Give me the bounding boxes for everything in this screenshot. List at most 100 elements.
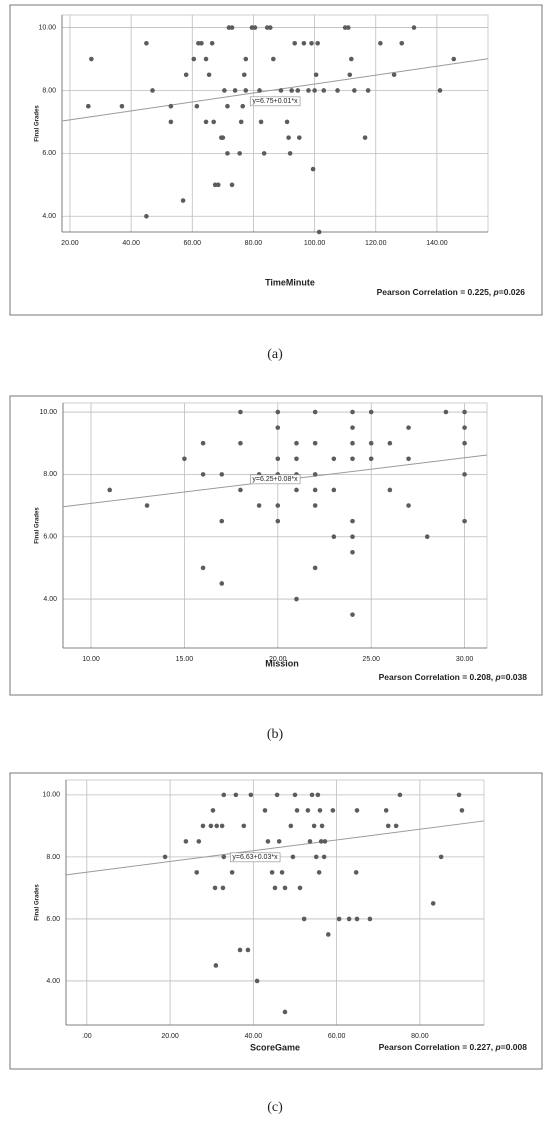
data-point: [352, 88, 357, 93]
annotation-part: Pearson Correlation = 0.225,: [377, 287, 494, 297]
x-tick-label: .00: [82, 1033, 92, 1040]
data-point: [346, 916, 352, 922]
x-tick-label: 25.00: [362, 656, 380, 663]
annotation-part: Pearson Correlation = 0.208,: [379, 672, 496, 682]
data-point: [301, 41, 307, 46]
data-point: [238, 409, 243, 415]
data-point: [406, 456, 411, 462]
data-point: [183, 72, 189, 78]
data-point: [288, 823, 294, 829]
data-point: [411, 25, 417, 30]
scatter-panel: 4.00 6.00 8.00 10.00 .00 20.00 40.00 60.00 80.00…: [9, 772, 543, 1070]
data-point: [162, 854, 168, 860]
plot-area: [62, 402, 488, 649]
annotation-part: p: [495, 1042, 501, 1052]
data-point: [275, 518, 281, 524]
y-tick-label: 4.00: [46, 978, 60, 985]
data-point: [209, 41, 215, 46]
data-point: [331, 456, 337, 462]
y-tick-label: 6.00: [42, 150, 56, 157]
data-point: [194, 103, 200, 109]
y-axis-title: Final Grades: [35, 105, 41, 142]
data-point: [362, 135, 368, 140]
equation-box: [230, 852, 281, 863]
data-point: [319, 823, 325, 829]
correlation-annotation: Pearson Correlation = 0.225, p=0.026: [377, 287, 526, 297]
x-axis-title: ScoreGame: [250, 1042, 300, 1052]
data-point: [220, 135, 226, 140]
data-point: [219, 518, 225, 524]
annotation-part: p: [495, 672, 501, 682]
data-point: [354, 916, 360, 922]
data-point: [385, 823, 391, 829]
data-point: [241, 72, 247, 78]
data-point: [368, 409, 374, 415]
data-point: [424, 534, 430, 540]
data-point: [451, 56, 457, 62]
data-point: [312, 503, 318, 508]
panel-caption: (c): [267, 1100, 283, 1115]
y-tick-label: 8.00: [46, 854, 60, 861]
plot-area: [65, 779, 485, 1026]
x-tick-label: 10.00: [82, 656, 100, 663]
data-point: [221, 792, 227, 798]
data-point: [312, 88, 317, 93]
panel-caption: (a): [267, 347, 283, 362]
data-point: [294, 487, 299, 493]
data-point: [200, 472, 206, 477]
y-tick-label: 6.00: [46, 916, 60, 923]
data-point: [225, 151, 230, 156]
data-point: [203, 119, 209, 125]
data-point: [286, 135, 291, 140]
data-point: [313, 72, 319, 78]
data-point: [322, 839, 328, 844]
data-point: [353, 870, 359, 875]
data-point: [282, 885, 288, 891]
data-point: [462, 518, 467, 524]
data-point: [119, 103, 125, 109]
data-point: [462, 409, 467, 415]
data-point: [354, 808, 360, 813]
data-point: [336, 916, 342, 922]
data-point: [238, 440, 243, 446]
data-point: [214, 823, 220, 829]
x-tick-label: 30.00: [456, 656, 474, 663]
x-tick-label: 40.00: [122, 240, 140, 247]
data-point: [200, 565, 206, 571]
data-point: [256, 503, 262, 508]
data-point: [269, 870, 275, 875]
equation-label: y=6.63+0.03*x: [232, 854, 278, 861]
data-point: [313, 854, 319, 860]
fit-line: [61, 58, 489, 122]
data-point: [321, 88, 327, 93]
data-point: [350, 425, 355, 430]
data-point: [240, 103, 246, 109]
data-point: [271, 56, 276, 62]
data-point: [237, 947, 243, 953]
data-point: [213, 963, 219, 968]
data-point: [222, 88, 227, 93]
data-point: [144, 503, 150, 508]
data-point: [168, 119, 174, 125]
equation-label: y=6.75+0.01*x: [252, 98, 298, 105]
data-point: [368, 440, 374, 446]
data-point: [275, 409, 281, 415]
data-point: [456, 792, 462, 798]
data-point: [294, 456, 299, 462]
data-point: [275, 425, 281, 430]
data-point: [387, 487, 393, 493]
x-tick-label: 80.00: [245, 240, 263, 247]
data-point: [238, 487, 243, 493]
x-tick-label: 40.00: [245, 1033, 263, 1040]
data-point: [294, 440, 299, 446]
x-tick-label: 60.00: [328, 1033, 346, 1040]
panel-frame: [9, 4, 543, 316]
data-point: [312, 440, 318, 446]
data-point: [265, 839, 271, 844]
annotation-part: =0.026: [499, 287, 526, 297]
data-point: [220, 885, 226, 891]
data-point: [321, 854, 327, 860]
y-tick-label: 8.00: [42, 87, 56, 94]
data-point: [309, 792, 315, 798]
